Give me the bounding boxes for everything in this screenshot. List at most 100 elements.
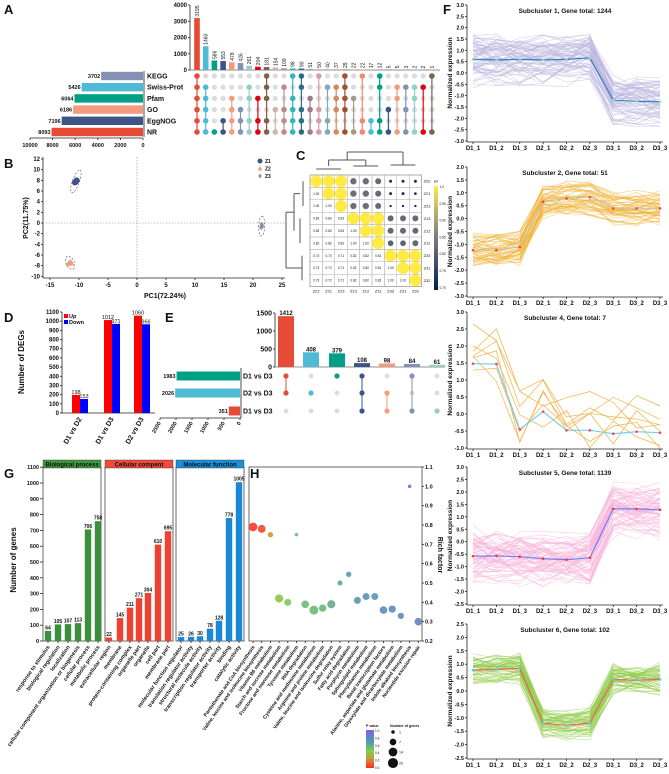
intersection-value-label: 3195 <box>195 5 201 16</box>
column-label: Z32 <box>412 289 420 294</box>
y-tick-label: 0 <box>184 68 188 74</box>
y-tick-label: 2.5 <box>456 327 464 333</box>
y-tick-label: 2.0 <box>456 490 464 496</box>
correlation-value: 0.82 <box>363 279 369 283</box>
y-tick-label: 2 <box>37 210 41 216</box>
matrix-dot-empty <box>220 107 226 113</box>
go-bar <box>54 624 62 641</box>
row-label: Z22 <box>424 179 432 184</box>
intersection-bar <box>354 363 370 367</box>
correlation-circle <box>397 262 409 274</box>
mean-point <box>541 557 545 560</box>
matrix-dot-empty <box>307 84 313 90</box>
row-label: Z33 <box>424 253 432 258</box>
y-tick-label: 0.5 <box>456 395 464 401</box>
mean-point <box>471 362 475 365</box>
x-tick-label: D2 vs D3 <box>125 416 146 445</box>
correlation-circle <box>400 215 406 222</box>
correlation-circle <box>350 178 357 185</box>
gene-expression-line <box>472 340 661 420</box>
x-tick-label: 15 <box>221 283 228 289</box>
matrix-dot-member <box>333 84 340 90</box>
y-tick-label: 500 <box>260 347 272 354</box>
correlation-value: 0.73 <box>325 266 331 270</box>
matrix-dot-member <box>409 408 415 414</box>
y-tick-label: 10 <box>33 168 40 174</box>
matrix-dot-member <box>324 129 331 135</box>
correlation-circle <box>412 240 419 247</box>
y-tick-label: -1.0 <box>455 565 464 571</box>
correlation-circle <box>400 240 406 247</box>
correlation-circle <box>414 192 417 195</box>
y-tick-label: -0.5 <box>455 230 464 236</box>
matrix-dot-member <box>246 84 252 90</box>
x-tick-label: D2_2 <box>559 609 574 615</box>
gene-expression-line <box>472 367 661 445</box>
matrix-dot-empty <box>384 373 390 379</box>
gene-expression-line <box>472 45 661 99</box>
matrix-dot-member <box>394 84 400 90</box>
y-tick-label: 900 <box>30 497 39 503</box>
panel-letter: E <box>165 310 174 325</box>
correlation-value: 1.00 <box>313 204 319 208</box>
mean-point <box>565 558 568 561</box>
deg-bar <box>142 324 150 413</box>
matrix-dot-member <box>316 106 322 113</box>
correlation-circle <box>335 175 347 188</box>
x-tick-label: D2_3 <box>583 763 598 769</box>
matrix-dot-member <box>202 84 209 90</box>
y-tick-label: 1.5 <box>456 361 464 367</box>
correlation-circle <box>359 224 372 237</box>
bar-value-label: 758 <box>94 516 103 522</box>
matrix-dot-member <box>403 84 409 90</box>
gene-expression-line <box>472 515 661 587</box>
matrix-dot-member <box>359 129 366 135</box>
mean-point <box>611 507 615 511</box>
panel-letter: H <box>250 466 259 481</box>
column-label: Z11 <box>375 289 382 294</box>
x-tick-label: D1_1 <box>466 609 481 615</box>
y-tick-label: -2.0 <box>455 268 464 274</box>
y-tick-label: -0.5 <box>455 702 464 708</box>
mean-point <box>495 668 498 671</box>
y-tick-label: 0.2 <box>425 639 433 645</box>
matrix-dot-member <box>434 408 440 414</box>
x-tick-label: D2_1 <box>536 301 551 307</box>
pathway-bubble <box>284 598 292 606</box>
intersection-bar <box>272 67 279 70</box>
correlation-circle <box>409 262 422 274</box>
y-tick-label: 0.5 <box>456 204 464 210</box>
mean-point <box>658 678 662 681</box>
matrix-dot-empty <box>237 73 244 79</box>
y-tick-label: 4 <box>37 200 41 206</box>
set-x-tick-label: 0 <box>141 143 144 149</box>
mean-point <box>471 554 475 558</box>
gene-expression-line <box>472 488 661 553</box>
matrix-dot-empty <box>211 107 217 113</box>
matrix-dot-member <box>394 129 400 135</box>
bar-value-label: 107 <box>64 619 73 625</box>
intersection-value-label: 204 <box>256 57 262 66</box>
mean-point <box>658 431 662 435</box>
y-tick-label: -2.0 <box>455 743 464 749</box>
mean-point <box>495 58 498 62</box>
y-tick-label: -1.5 <box>455 105 464 111</box>
y-axis-label: Number of DEGs <box>17 329 26 394</box>
mean-point <box>518 428 522 431</box>
x-tick-label: D2_1 <box>536 609 551 615</box>
y-tick-label: 200 <box>30 607 39 613</box>
y-tick-label: 2.5 <box>456 622 464 628</box>
y-tick-label: 1.0 <box>456 48 464 54</box>
y-tick-label: 2.0 <box>456 635 464 641</box>
matrix-dot-member <box>385 106 392 113</box>
deg-bar <box>134 315 142 413</box>
go-bar <box>225 518 233 641</box>
matrix-dot-member <box>307 106 313 113</box>
gene-expression-line <box>472 659 661 724</box>
correlation-value: 0.73 <box>313 279 319 283</box>
correlation-value: 0.71 <box>338 279 344 283</box>
x-tick-label: D1_2 <box>489 146 504 152</box>
y-tick-label: 2.5 <box>456 477 464 483</box>
legend-swatch <box>64 314 68 318</box>
y-tick-label: 0.5 <box>456 676 464 682</box>
